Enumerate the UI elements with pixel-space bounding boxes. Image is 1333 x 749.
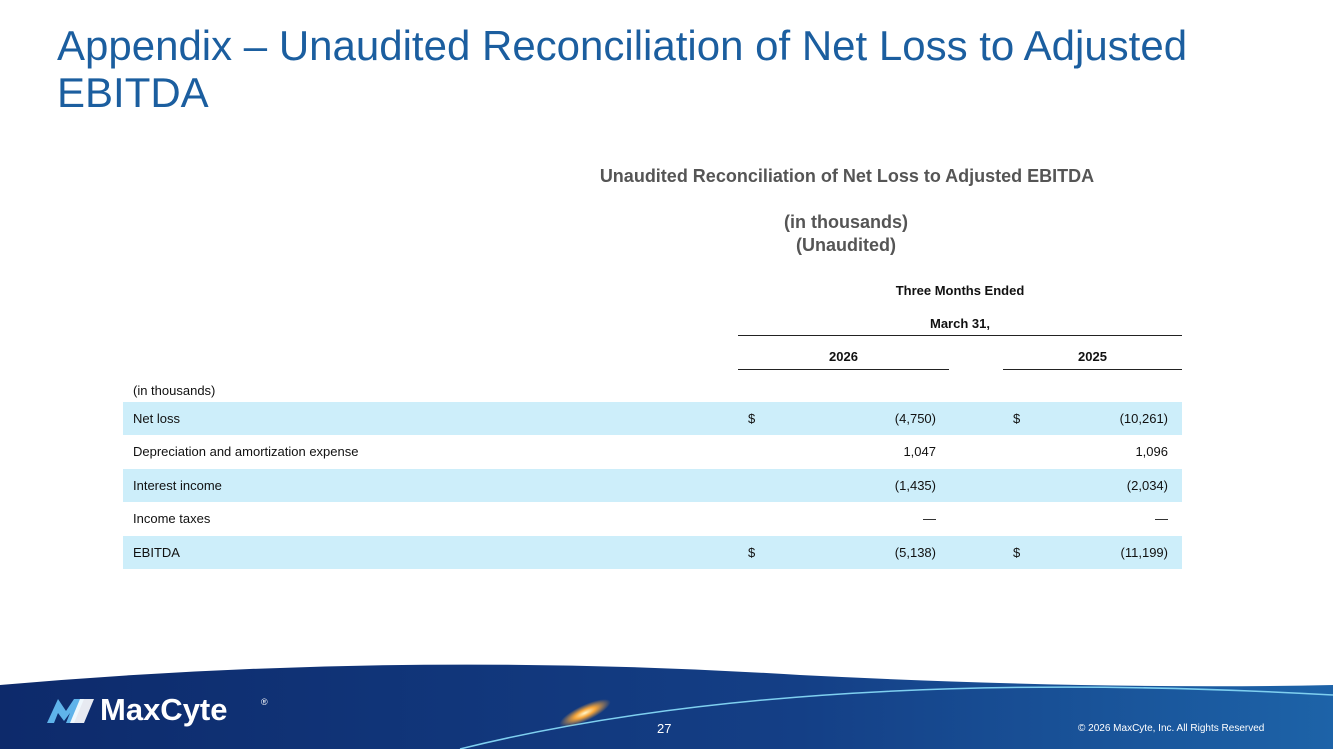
cell-value: (1,435): [894, 477, 936, 493]
page-number: 27: [657, 721, 672, 736]
cell-value: —: [1155, 511, 1168, 527]
row-label: EBITDA: [133, 544, 180, 560]
rule: [738, 335, 1182, 336]
column-header: 2026: [829, 349, 858, 364]
cell-value: (2,034): [1126, 477, 1168, 493]
currency-symbol: $: [748, 411, 756, 426]
currency-symbol: $: [1013, 411, 1021, 426]
slide-title: Appendix – Unaudited Reconciliation of N…: [57, 22, 1188, 116]
rule: [1003, 369, 1182, 370]
copyright: © 2026 MaxCyte, Inc. All Rights Reserved: [1078, 723, 1265, 734]
cell-value: (11,199): [1120, 544, 1168, 560]
row-label: Depreciation and amortization expense: [133, 444, 359, 460]
table-subtitle: (in thousands): [784, 212, 908, 232]
cell-value: (10,261): [1119, 411, 1168, 426]
rule: [738, 369, 949, 370]
table-subtitle: (Unaudited): [796, 235, 896, 255]
period-header: Three Months Ended: [895, 283, 1025, 298]
units-label: (in thousands): [133, 383, 216, 398]
row-band: [123, 535, 1182, 569]
table-title: Unaudited Reconciliation of Net Loss to …: [599, 166, 1095, 186]
period-subheader: March 31,: [930, 316, 990, 331]
footer-band: [0, 664, 1333, 749]
cell-value: (5,138): [894, 544, 936, 560]
row-label: Net loss: [133, 411, 180, 426]
currency-symbol: $: [748, 544, 756, 560]
row-band: [123, 468, 1182, 502]
column-header: 2025: [1078, 349, 1107, 364]
cell-value: 1,047: [903, 444, 936, 460]
cell-value: 1,096: [1135, 444, 1168, 460]
logo: MaxCyte: [100, 692, 228, 727]
row-label: Income taxes: [133, 511, 211, 527]
row-band: [123, 402, 1182, 435]
row-label: Interest income: [133, 477, 222, 493]
logo-registered: ®: [261, 697, 268, 707]
cell-value: (4,750): [894, 411, 936, 426]
currency-symbol: $: [1013, 544, 1021, 560]
cell-value: —: [923, 511, 936, 527]
